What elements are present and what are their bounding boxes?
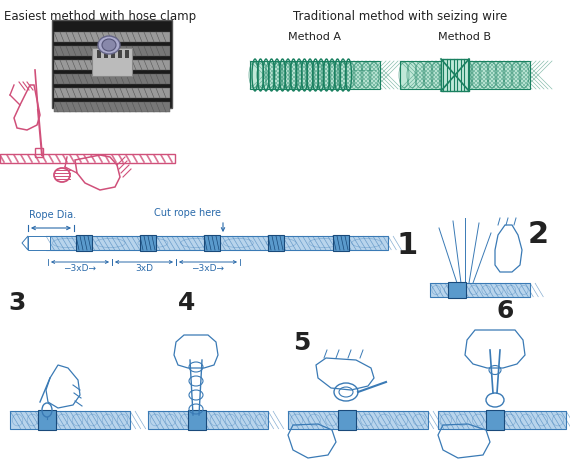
- Bar: [35, 148, 43, 157]
- Text: 3: 3: [8, 291, 26, 315]
- Bar: [204, 235, 220, 251]
- Bar: [54, 60, 170, 70]
- Text: −3xD→: −3xD→: [192, 264, 225, 273]
- Bar: [54, 102, 170, 112]
- Bar: [188, 410, 206, 430]
- Text: 5: 5: [293, 331, 311, 355]
- Bar: [430, 283, 530, 297]
- Bar: [54, 46, 170, 56]
- Text: Traditional method with seizing wire: Traditional method with seizing wire: [293, 10, 507, 23]
- Polygon shape: [22, 236, 28, 250]
- Text: 2: 2: [528, 220, 549, 249]
- Text: 6: 6: [496, 299, 514, 323]
- Bar: [76, 235, 92, 251]
- Text: −3xD→: −3xD→: [63, 264, 96, 273]
- Text: Method B: Method B: [438, 32, 491, 42]
- Text: 4: 4: [178, 291, 196, 315]
- Bar: [140, 235, 156, 251]
- Bar: [448, 282, 466, 298]
- Bar: [0, 154, 175, 163]
- Bar: [46, 236, 388, 250]
- Text: Easiest method with hose clamp: Easiest method with hose clamp: [4, 10, 196, 23]
- Bar: [54, 74, 170, 84]
- Bar: [54, 32, 170, 42]
- Ellipse shape: [98, 36, 120, 54]
- Text: 1: 1: [396, 231, 417, 260]
- Bar: [438, 411, 566, 429]
- Bar: [338, 410, 356, 430]
- Bar: [38, 410, 56, 430]
- Bar: [54, 88, 170, 98]
- Text: Cut rope here: Cut rope here: [154, 208, 221, 218]
- Bar: [486, 410, 504, 430]
- Ellipse shape: [102, 39, 116, 51]
- Bar: [268, 235, 284, 251]
- Bar: [288, 411, 428, 429]
- Bar: [250, 61, 380, 89]
- Bar: [400, 61, 530, 89]
- Bar: [118, 50, 122, 58]
- Text: 3xD: 3xD: [135, 264, 153, 273]
- Bar: [125, 50, 129, 58]
- Bar: [52, 20, 172, 108]
- Bar: [92, 48, 132, 76]
- Bar: [333, 235, 349, 251]
- Bar: [148, 411, 268, 429]
- Bar: [28, 236, 50, 250]
- Bar: [97, 50, 101, 58]
- Bar: [441, 59, 469, 91]
- Text: Rope Dia.: Rope Dia.: [29, 210, 76, 220]
- Bar: [104, 50, 108, 58]
- Bar: [10, 411, 130, 429]
- Bar: [111, 50, 115, 58]
- Text: Method A: Method A: [288, 32, 341, 42]
